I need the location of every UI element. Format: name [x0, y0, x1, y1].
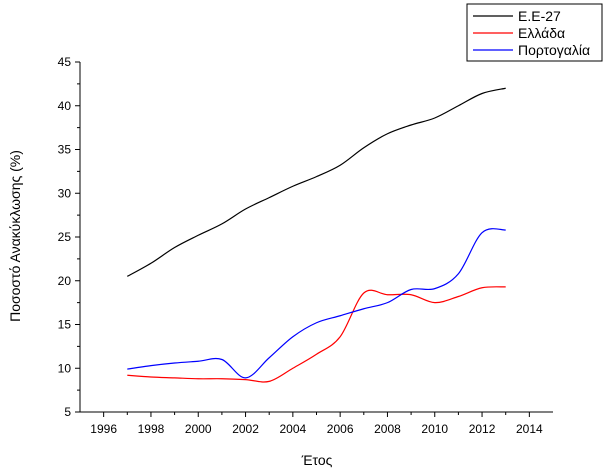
x-tick-label: 1998 [138, 422, 165, 436]
x-tick-label: 2012 [469, 422, 496, 436]
x-tick-label: 2014 [516, 422, 543, 436]
y-tick-label: 5 [64, 405, 71, 419]
series-line-2 [127, 286, 506, 383]
series-line-3 [127, 228, 506, 379]
x-tick-label: 2004 [279, 422, 306, 436]
x-tick-label: 2000 [185, 422, 212, 436]
x-tick-label: 1996 [90, 422, 117, 436]
y-tick-label: 25 [58, 230, 72, 244]
y-tick-label: 35 [58, 143, 72, 157]
y-tick-label: 45 [58, 55, 72, 69]
legend-label-2: Ελλάδα [518, 25, 565, 41]
x-axis-title: Έτος [301, 452, 333, 468]
x-tick-label: 2006 [327, 422, 354, 436]
y-tick-label: 10 [58, 361, 72, 375]
series-line-1 [127, 87, 506, 277]
series-lines [127, 87, 506, 383]
x-tick-label: 2002 [232, 422, 259, 436]
y-tick-label: 15 [58, 318, 72, 332]
legend-label-1: Ε.Ε-27 [518, 8, 561, 24]
y-axis-title: Ποσοστό Ανακύκλωσης (%) [7, 150, 23, 322]
legend-label-3: Πορτογαλία [518, 42, 590, 58]
x-tick-label: 2010 [421, 422, 448, 436]
axes: 1996 1998 2000 2002 2004 2006 2008 2010 2012 2014… [58, 55, 553, 436]
y-tick-label: 20 [58, 274, 72, 288]
y-tick-label: 30 [58, 186, 72, 200]
x-tick-label: 2008 [374, 422, 401, 436]
y-tick-label: 40 [58, 99, 72, 113]
